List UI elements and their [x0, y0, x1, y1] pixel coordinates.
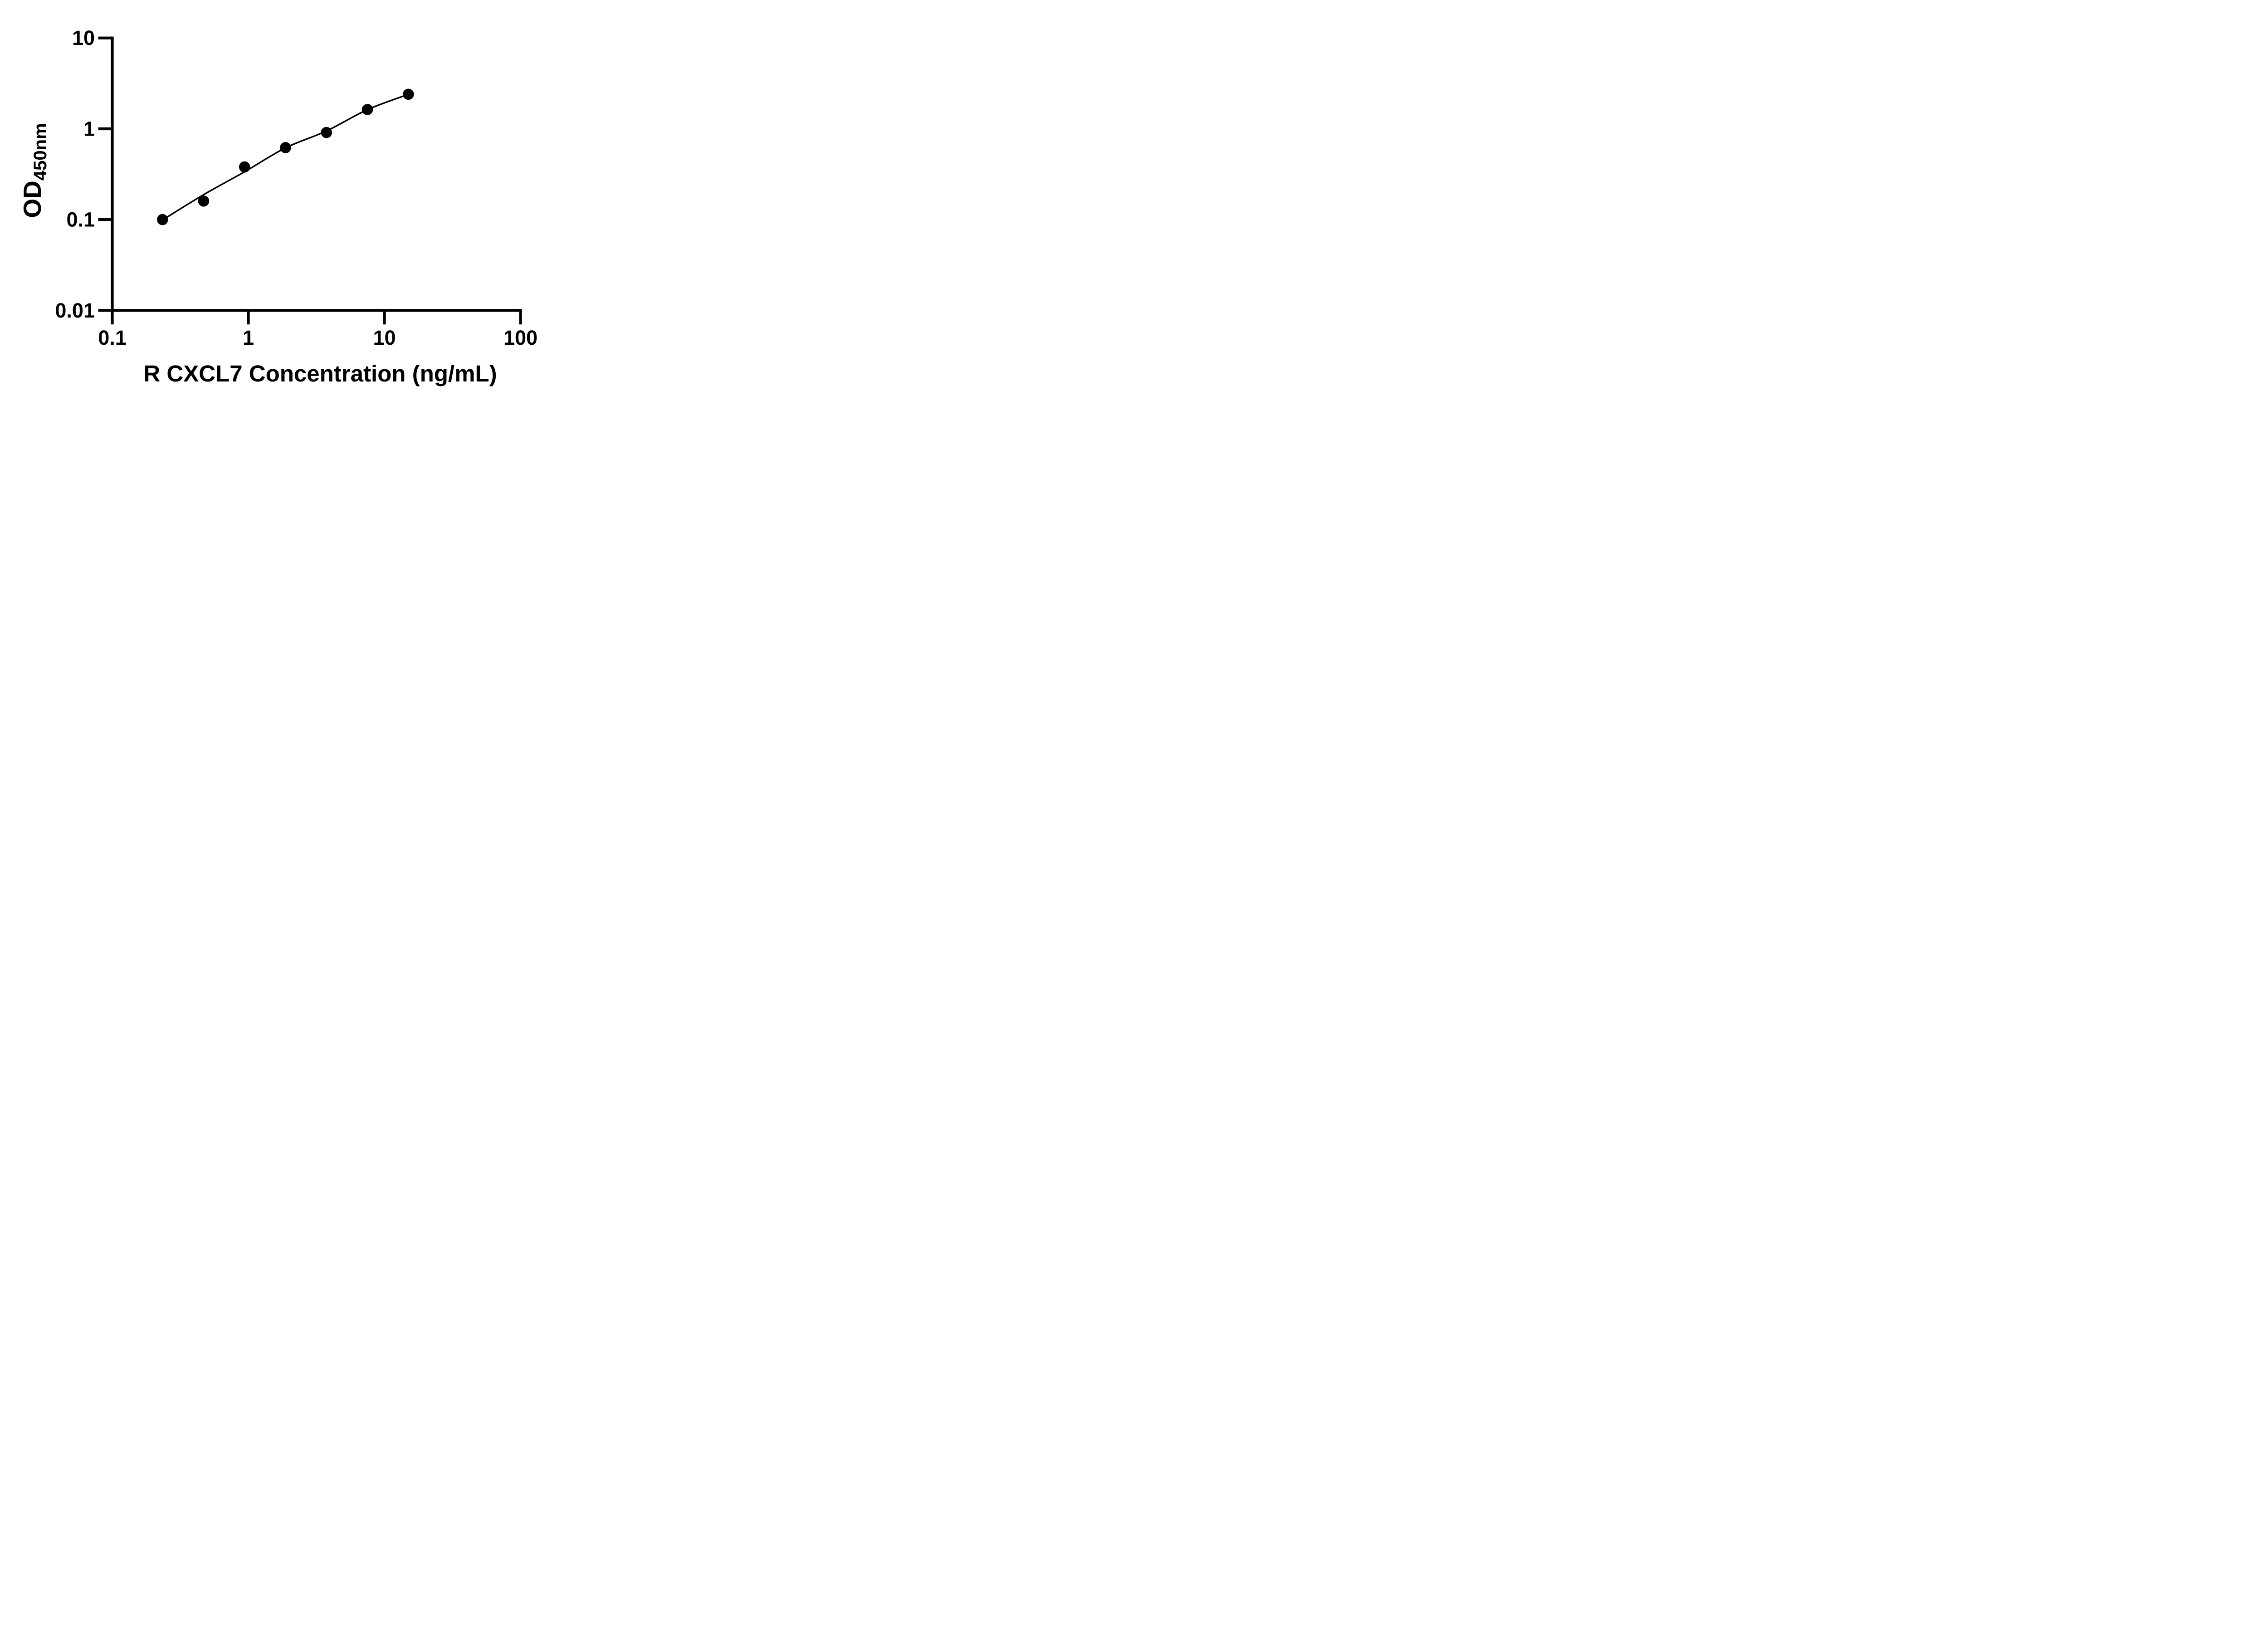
data-point [280, 142, 291, 153]
x-tick-label: 10 [373, 326, 396, 349]
data-points [156, 88, 414, 225]
y-axis-title-subscript: 450nm [30, 123, 50, 181]
y-axis-tick-labels: 10 1 0.1 0.01 [55, 26, 95, 322]
y-axis-ticks [98, 36, 112, 312]
y-axis-title: OD450nm [18, 123, 50, 218]
y-tick-label: 0.1 [66, 208, 95, 231]
x-axis-tick-labels: 0.1 1 10 100 [98, 326, 538, 349]
y-tick-label: 10 [72, 26, 95, 49]
data-point [239, 161, 250, 173]
x-tick-label: 0.1 [98, 326, 127, 349]
x-axis-title: R CXCL7 Concentration (ng/mL) [143, 361, 497, 386]
y-tick-label: 1 [83, 117, 95, 140]
data-point [403, 88, 414, 100]
x-axis-ticks [111, 310, 522, 325]
x-tick-label: 1 [243, 326, 254, 349]
y-tick-label: 0.01 [55, 299, 95, 322]
elisa-standard-curve-figure: 10 1 0.1 0.01 0.1 1 10 100 OD450nm R CXCL7 Con… [0, 0, 583, 408]
data-point [198, 195, 210, 207]
data-point [362, 104, 373, 115]
data-point [156, 214, 168, 225]
data-point [321, 127, 332, 138]
y-axis-title-main: OD [18, 181, 46, 218]
x-tick-label: 100 [503, 326, 538, 349]
